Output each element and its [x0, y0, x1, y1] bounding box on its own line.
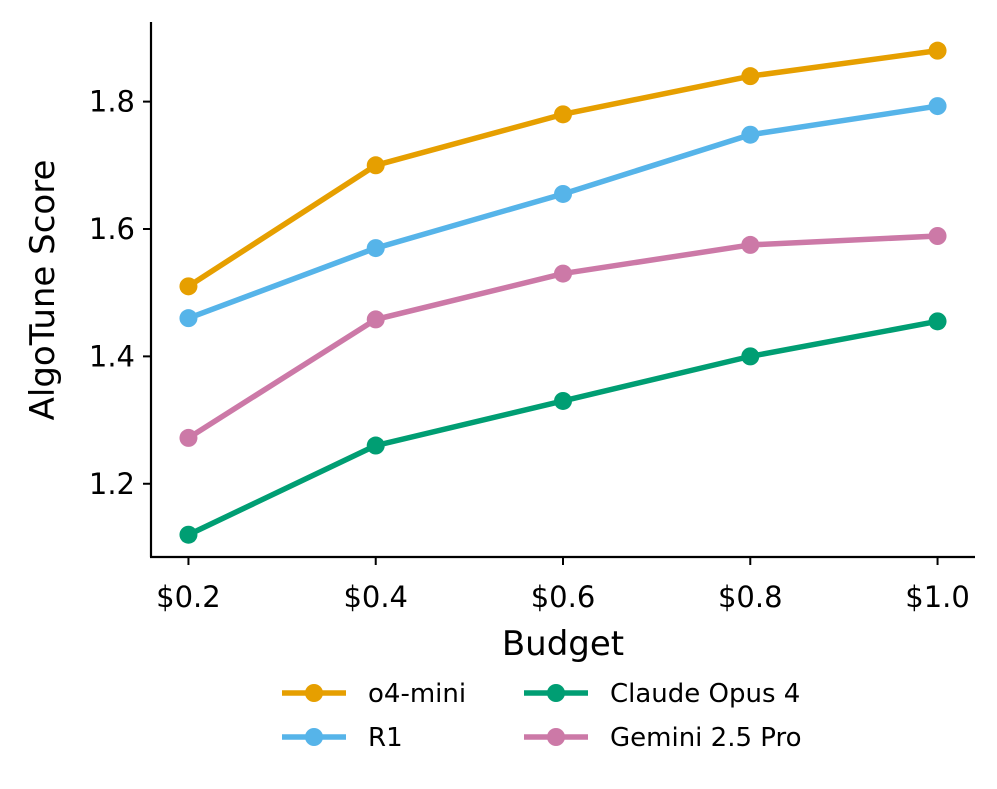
x-tick-label: $0.4	[343, 580, 408, 614]
series-group	[179, 41, 947, 544]
legend-swatch-marker	[547, 684, 565, 702]
data-point-gemini-2-5-pro	[366, 310, 385, 329]
x-tick-label: $0.8	[718, 580, 783, 614]
data-point-r1	[741, 125, 760, 144]
legend-item-r1: R1	[282, 723, 403, 753]
legend-label: Gemini 2.5 Pro	[610, 723, 802, 753]
x-axis-title: Budget	[502, 624, 624, 664]
series-line-o4-mini	[185, 47, 941, 290]
y-tick-label: 1.6	[89, 212, 135, 246]
axes	[149, 22, 975, 559]
y-tick-label: 1.2	[89, 467, 135, 501]
data-point-r1	[179, 309, 198, 328]
data-point-o4-mini	[741, 67, 760, 86]
x-tick-label: $1.0	[905, 580, 970, 614]
series-o4-mini	[179, 41, 947, 296]
series-gemini-2-5-pro	[179, 227, 947, 447]
x-tick-label: $0.2	[156, 580, 221, 614]
data-point-o4-mini	[179, 277, 198, 296]
data-point-r1	[554, 184, 572, 203]
data-point-r1	[366, 239, 385, 258]
legend-label: Claude Opus 4	[610, 679, 800, 709]
data-point-gemini-2-5-pro	[179, 428, 198, 447]
data-point-o4-mini	[366, 156, 385, 175]
data-point-o4-mini	[554, 105, 572, 124]
legend-label: R1	[368, 723, 403, 753]
legend-item-gemini-2-5-pro: Gemini 2.5 Pro	[524, 723, 802, 753]
legend-swatch-marker	[547, 728, 565, 746]
legend-item-claude-opus-4: Claude Opus 4	[524, 679, 800, 709]
data-point-claude-opus-4	[741, 347, 760, 366]
legend-swatch-marker	[305, 684, 323, 702]
data-point-claude-opus-4	[366, 436, 385, 455]
legend-swatch-marker	[305, 728, 323, 746]
data-point-r1	[928, 97, 947, 116]
data-point-claude-opus-4	[928, 312, 947, 331]
series-claude-opus-4	[179, 312, 947, 544]
legend-item-o4-mini: o4-mini	[282, 679, 466, 709]
legend: o4-mini R1 Claude Opus 4 Gemini 2.5 Pro	[282, 679, 802, 753]
data-point-gemini-2-5-pro	[554, 264, 572, 283]
data-point-gemini-2-5-pro	[928, 227, 947, 245]
y-tick-label: 1.8	[89, 85, 135, 119]
data-point-claude-opus-4	[554, 391, 572, 410]
data-point-claude-opus-4	[179, 525, 198, 544]
legend-label: o4-mini	[368, 679, 466, 709]
series-line-claude-opus-4	[185, 318, 941, 538]
series-r1	[179, 97, 947, 328]
x-tick-label: $0.6	[531, 580, 596, 614]
y-axis-title: AlgoTune Score	[23, 160, 63, 421]
data-point-gemini-2-5-pro	[741, 235, 760, 254]
data-point-o4-mini	[928, 41, 947, 60]
ticks: $0.2 $0.4 $0.6 $0.8 $1.0 1.2 1.4 1.6 1.8	[89, 85, 970, 614]
y-tick-label: 1.4	[89, 339, 135, 373]
